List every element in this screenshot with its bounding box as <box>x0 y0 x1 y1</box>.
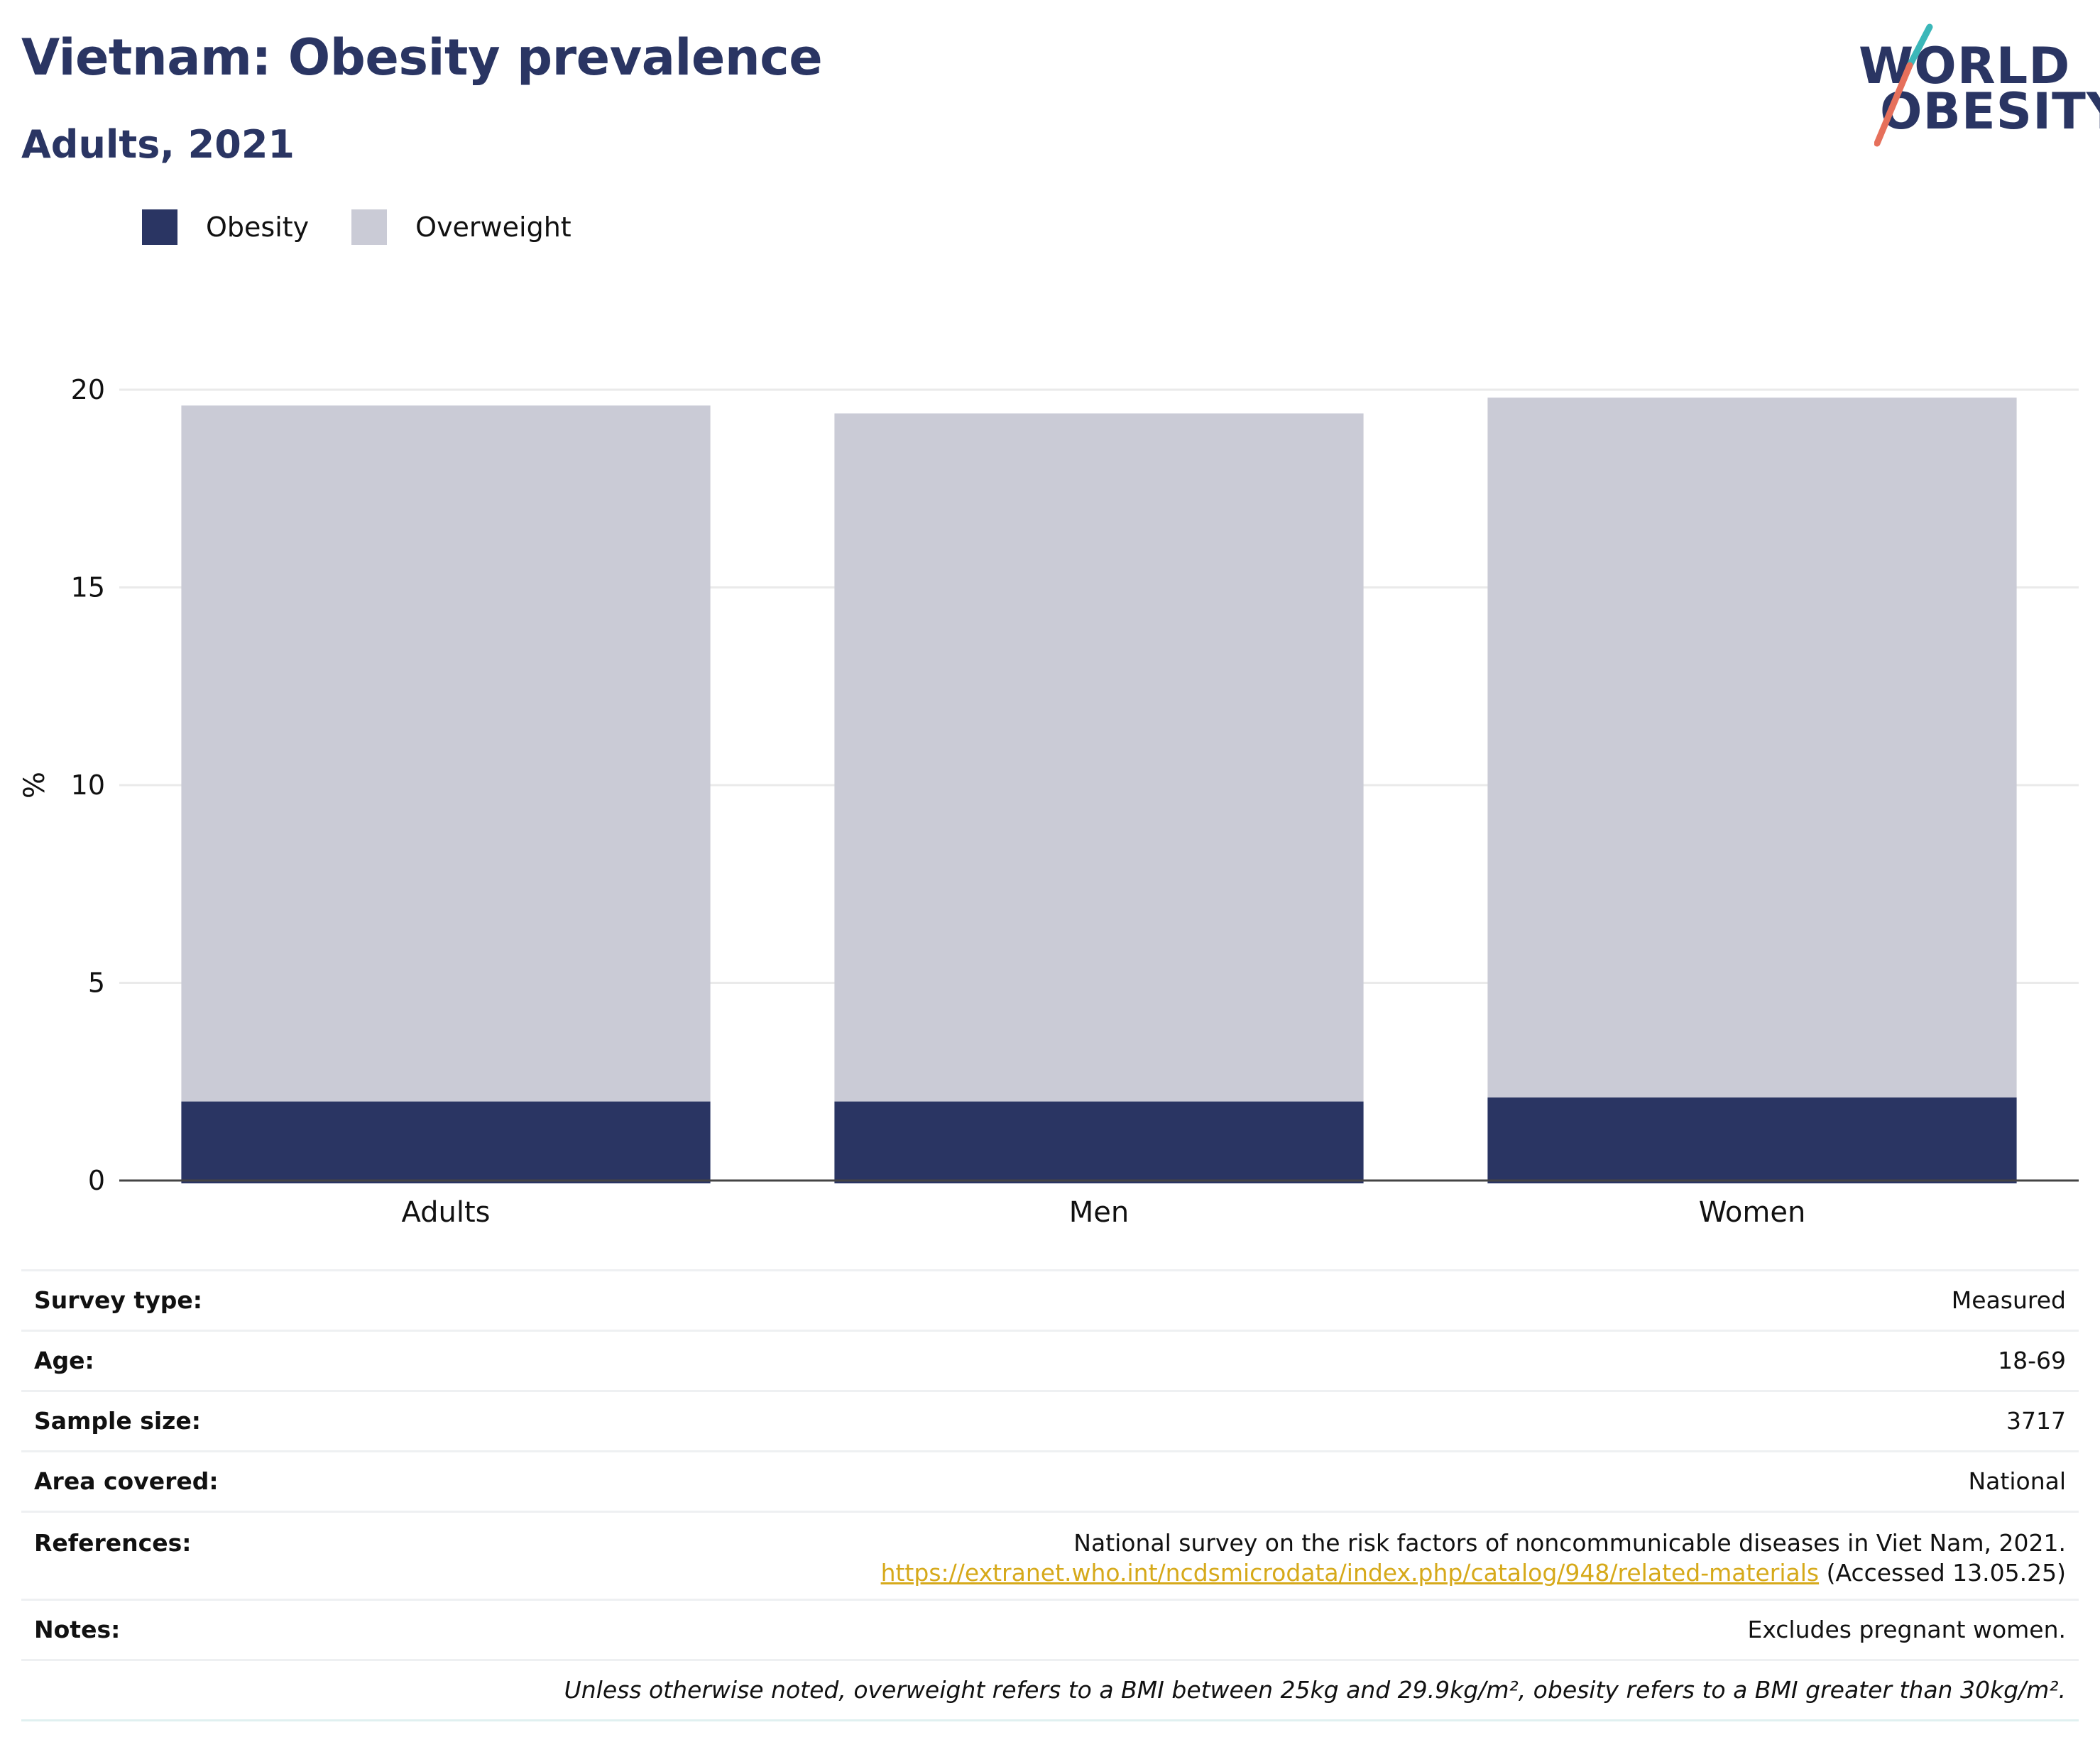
references-link-line: https://extranet.who.int/ncdsmicrodata/i… <box>415 1558 2066 1588</box>
survey-type-value: Measured <box>402 1269 2079 1331</box>
y-tick-label-15: 15 <box>71 572 105 603</box>
info-row-footnote: Unless otherwise noted, overweight refer… <box>21 1659 2079 1721</box>
references-label: References: <box>21 1511 402 1600</box>
logo-slash-icon <box>1874 23 1933 147</box>
y-axis-label: % <box>18 772 51 799</box>
age-value: 18-69 <box>402 1330 2079 1391</box>
legend-item-obesity: Obesity <box>142 209 309 245</box>
survey-info-table: Survey type: Measured Age: 18-69 Sample … <box>21 1269 2079 1721</box>
x-tick-label-women: Women <box>1699 1196 1806 1229</box>
references-accessed: (Accessed 13.05.25) <box>1819 1559 2066 1587</box>
legend-label-obesity: Obesity <box>206 212 310 243</box>
survey-type-label: Survey type: <box>21 1269 402 1331</box>
chart-subtitle: Adults, 2021 <box>21 122 295 167</box>
info-row-notes: Notes: Excludes pregnant women. <box>21 1599 2079 1660</box>
sample-size-value: 3717 <box>402 1390 2079 1452</box>
logo-line-2: OBESITY <box>1880 82 2100 141</box>
legend-swatch-overweight <box>351 209 388 245</box>
bar-overweight-adults <box>181 405 711 1102</box>
references-text: National survey on the risk factors of n… <box>1073 1529 2066 1557</box>
info-row-references: References: National survey on the risk … <box>21 1511 2079 1600</box>
bar-chart: 0 5 10 15 20% Adults Men Women <box>18 374 2079 1229</box>
age-label: Age: <box>21 1330 402 1391</box>
x-tick-label-men: Men <box>1069 1196 1129 1229</box>
notes-value: Excludes pregnant women. <box>402 1599 2079 1660</box>
chart-legend: Obesity Overweight <box>142 209 614 245</box>
chart-title: Vietnam: Obesity prevalence <box>21 28 823 87</box>
world-obesity-logo: WORLD OBESITY <box>1846 21 2100 149</box>
legend-swatch-obesity <box>142 209 177 245</box>
info-row-sample-size: Sample size: 3717 <box>21 1390 2079 1452</box>
sample-size-label: Sample size: <box>21 1390 402 1452</box>
y-tick-label-0: 0 <box>88 1165 105 1196</box>
info-row-area: Area covered: National <box>21 1450 2079 1512</box>
bar-obesity-women <box>1487 1097 2017 1183</box>
area-value: National <box>402 1450 2079 1512</box>
info-row-survey-type: Survey type: Measured <box>21 1269 2079 1331</box>
y-tick-label-10: 10 <box>71 770 105 801</box>
info-row-age: Age: 18-69 <box>21 1330 2079 1391</box>
area-label: Area covered: <box>21 1450 402 1512</box>
y-tick-label-20: 20 <box>71 374 105 405</box>
legend-item-overweight: Overweight <box>351 209 572 245</box>
notes-label: Notes: <box>21 1599 402 1660</box>
x-tick-label-adults: Adults <box>401 1196 490 1229</box>
bar-overweight-women <box>1487 398 2017 1098</box>
logo-line-1: WORLD <box>1859 37 2071 95</box>
bar-obesity-adults <box>181 1101 711 1183</box>
bar-obesity-men <box>834 1101 1364 1183</box>
legend-label-overweight: Overweight <box>415 212 572 243</box>
references-link[interactable]: https://extranet.who.int/ncdsmicrodata/i… <box>880 1559 1820 1587</box>
bar-overweight-men <box>834 413 1364 1102</box>
footnote: Unless otherwise noted, overweight refer… <box>21 1659 2079 1721</box>
references-value: National survey on the risk factors of n… <box>402 1511 2079 1600</box>
y-tick-label-5: 5 <box>88 968 105 999</box>
